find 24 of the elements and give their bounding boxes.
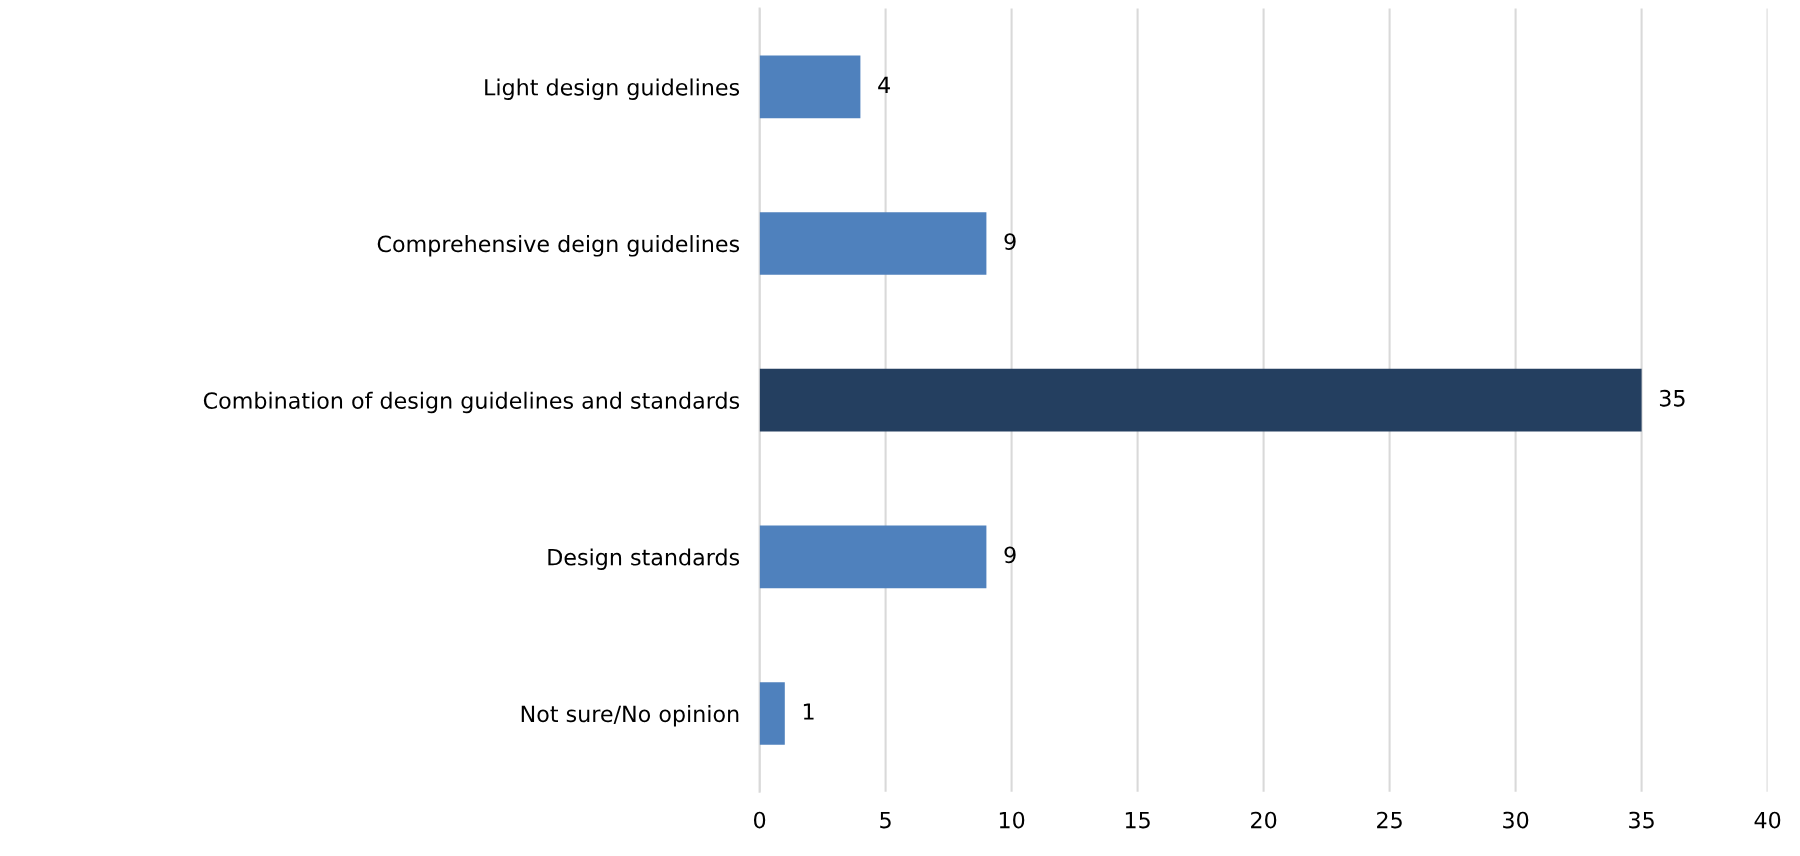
x-tick-label: 40 xyxy=(1754,811,1781,829)
bar xyxy=(759,212,987,275)
x-tick-label: 15 xyxy=(1125,811,1150,829)
data-label: 35 xyxy=(1659,389,1685,407)
y-tick-label: Design standards xyxy=(548,548,740,570)
x-tick-label: 30 xyxy=(1503,811,1529,829)
bar xyxy=(759,525,987,589)
data-label: 1 xyxy=(803,703,814,720)
bar xyxy=(759,368,1642,432)
y-tick-label: Combination of design guidelines and standards xyxy=(203,391,740,414)
bar xyxy=(759,682,785,745)
y-tick-label: Comprehensive deign guidelines xyxy=(377,235,740,257)
x-tick-label: 20 xyxy=(1251,811,1277,829)
data-label: 4 xyxy=(878,76,890,94)
x-tick-label: 5 xyxy=(880,811,891,829)
y-tick-label: Light design guidelines xyxy=(485,78,740,100)
x-tick-label: 0 xyxy=(754,811,766,829)
x-tick-label: 25 xyxy=(1377,811,1402,829)
y-tick-label: Not sure/No opinion xyxy=(521,705,739,727)
x-tick-label: 10 xyxy=(999,811,1025,829)
bar xyxy=(759,55,861,119)
data-label: 9 xyxy=(1004,233,1016,250)
data-label: 9 xyxy=(1004,546,1016,564)
x-tick-label: 35 xyxy=(1629,811,1654,829)
